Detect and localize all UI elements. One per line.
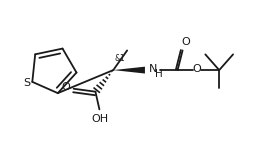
Polygon shape [113, 67, 145, 73]
Text: O: O [181, 37, 190, 46]
Text: H: H [155, 69, 163, 79]
Text: N: N [149, 64, 157, 74]
Text: OH: OH [92, 114, 109, 124]
Text: O: O [192, 64, 201, 74]
Text: S: S [23, 78, 30, 88]
Text: &1: &1 [114, 54, 125, 63]
Text: O: O [61, 82, 70, 92]
